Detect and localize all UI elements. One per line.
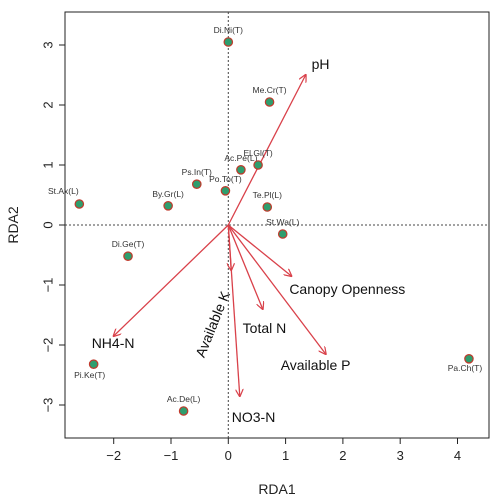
x-tick-label: 0 [225,448,232,463]
vector-label: Canopy Openness [289,281,405,297]
y-tick-label: −1 [40,278,55,293]
species-label: St.Wa(L) [266,217,299,227]
vector-label: Total N [243,320,287,336]
vector-label: pH [312,56,330,72]
species-label: Te.Pl(L) [253,190,282,200]
species-points: Di.Ni(T) Me.Cr(T) Ac.Pe(L)El.Gl(T) Ps.In(T)… [48,25,483,416]
vector-arrow [227,224,262,309]
y-tick-label: −2 [40,338,55,353]
vector-label: Available K [192,288,233,359]
species-label: Me.Cr(T) [253,85,287,95]
y-axis-title: RDA2 [5,206,21,244]
vector-arrow [227,224,325,354]
species-label: By.Gr(L) [152,189,184,199]
species-point [220,186,231,196]
vector-arrow [227,224,291,276]
x-axis: −2 −1 0 1 2 3 4 [106,438,461,463]
y-tick-label: 0 [40,221,55,228]
species-label: Po.To(T) [209,174,242,184]
vector-arrow [227,75,305,226]
species-point [253,160,263,170]
species-point [262,202,273,212]
y-axis: −3 −2 −1 0 1 2 3 [40,41,65,412]
vector-arrow [114,224,229,336]
y-tick-label: 3 [40,41,55,48]
y-tick-label: −3 [40,398,55,413]
x-tick-label: −2 [106,448,121,463]
species-point [223,37,234,47]
x-tick-label: −1 [164,448,179,463]
species-point [74,199,85,209]
species-label: El.Gl(T) [243,148,272,158]
species-point [163,201,173,211]
vector-label: NO3-N [232,409,276,425]
species-label: St.Ax(L) [48,186,79,196]
species-label: Ps.In(T) [182,167,212,177]
y-tick-label: 2 [40,101,55,108]
vector-arrow [227,224,239,396]
species-label: Pi.Ke(T) [74,370,105,380]
species-point [191,179,202,189]
species-label: Di.Ni(T) [214,25,243,35]
x-tick-label: 4 [454,448,461,463]
vector-label: Available P [281,357,351,373]
species-point [88,359,99,369]
vector-label: NH4-N [92,335,135,351]
x-axis-title: RDA1 [258,481,296,497]
x-tick-label: 3 [397,448,404,463]
species-point [236,165,246,175]
species-point [277,229,288,239]
species-label: Ac.Pe(L) [224,153,257,163]
x-tick-label: 1 [282,448,289,463]
species-label: Pa.Ch(T) [448,363,483,373]
x-tick-label: 2 [339,448,346,463]
y-tick-label: 1 [40,161,55,168]
species-point [178,406,189,416]
species-label: Ac.De(L) [167,394,201,404]
species-point [464,353,474,364]
species-point [123,251,133,262]
species-point [264,97,275,107]
species-label: Di.Ge(T) [112,239,145,249]
